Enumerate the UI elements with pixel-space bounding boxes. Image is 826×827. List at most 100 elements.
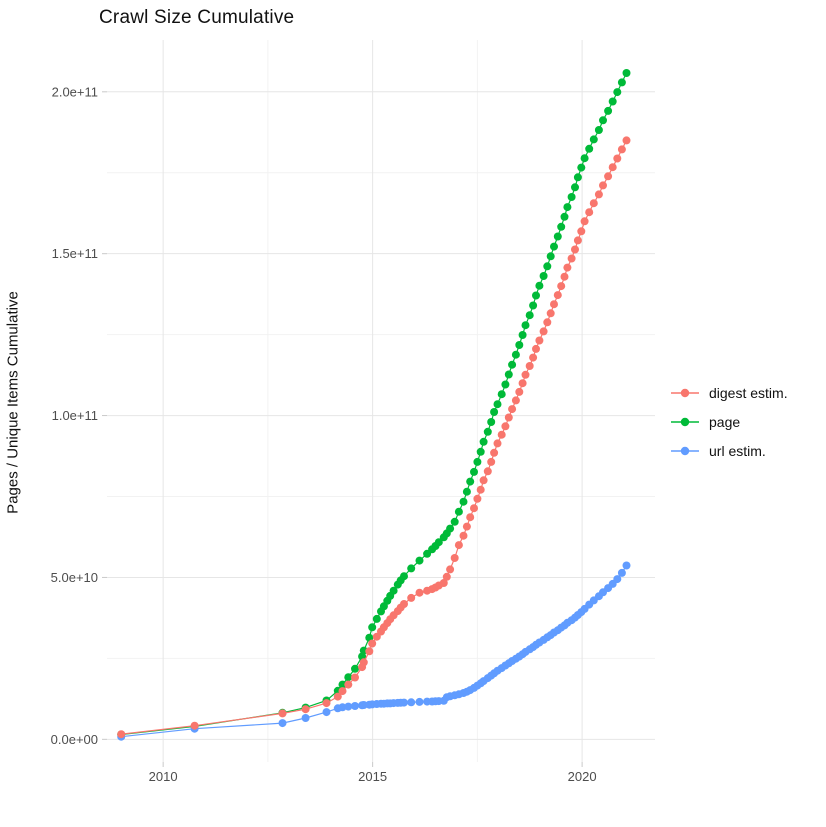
data-point-url-estim: [322, 708, 331, 717]
data-point-digest-estim: [563, 263, 572, 272]
data-point-digest-estim: [571, 245, 579, 254]
data-point-digest-estim: [351, 673, 359, 682]
data-point-page: [344, 673, 353, 682]
data-point-digest-estim: [560, 272, 569, 281]
data-point-page: [622, 69, 631, 77]
data-point-digest-estim: [599, 181, 607, 190]
data-point-digest-estim: [501, 422, 510, 431]
data-point-page: [532, 291, 540, 300]
x-tick-label: 2010: [149, 769, 178, 784]
data-point-page: [521, 321, 530, 330]
data-point-digest-estim: [470, 504, 478, 513]
data-point-page: [604, 106, 613, 115]
gridlines-minor: [107, 40, 655, 762]
data-point-page: [589, 135, 598, 144]
data-point-digest-estim: [483, 467, 492, 476]
data-point-page: [459, 497, 468, 506]
data-point-digest-estim: [557, 282, 566, 291]
data-point-page: [599, 116, 607, 125]
data-point-digest-estim: [368, 639, 377, 648]
legend-label-digest-estim: digest estim.: [709, 384, 788, 401]
data-point-digest-estim: [594, 190, 603, 199]
data-point-page: [450, 517, 459, 526]
data-point-page: [543, 262, 552, 271]
data-point-digest-estim: [532, 344, 540, 353]
y-axis-title: Pages / Unique Items Cumulative: [4, 291, 22, 514]
data-point-digest-estim: [462, 522, 471, 531]
data-point-page: [535, 281, 544, 290]
legend-item-digest-estim: digest estim.: [670, 378, 788, 407]
data-point-digest-estim: [539, 327, 548, 336]
data-point-digest-estim: [535, 336, 544, 345]
data-point-page: [613, 88, 622, 97]
data-point-digest-estim: [479, 476, 488, 485]
series-digest-estim: [117, 136, 631, 739]
data-point-url-estim: [400, 698, 408, 707]
legend-item-page: page: [670, 407, 788, 436]
data-point-url-estim: [407, 698, 416, 707]
series-line-url-estim: [121, 565, 628, 738]
data-point-digest-estim: [442, 572, 451, 581]
data-point-digest-estim: [518, 379, 527, 388]
data-point-digest-estim: [546, 309, 555, 318]
data-point-url-estim: [622, 561, 631, 570]
data-point-url-estim: [613, 575, 622, 584]
data-point-digest-estim: [529, 353, 538, 362]
data-point-url-estim: [351, 702, 359, 710]
data-point-page: [338, 680, 347, 689]
data-point-digest-estim: [473, 494, 482, 503]
data-point-page: [372, 614, 381, 623]
data-point-page: [407, 564, 416, 573]
data-point-digest-estim: [613, 154, 622, 163]
data-point-digest-estim: [567, 254, 576, 263]
data-point-url-estim: [617, 568, 626, 577]
data-point-digest-estim: [117, 730, 126, 739]
data-point-url-estim: [338, 703, 347, 712]
data-point-page: [454, 507, 463, 516]
data-point-page: [546, 252, 555, 261]
data-point-page: [525, 311, 534, 320]
data-point-digest-estim: [573, 236, 582, 245]
data-point-url-estim: [301, 714, 310, 722]
data-point-page: [351, 664, 359, 673]
legend-label-page: page: [709, 413, 741, 430]
data-point-digest-estim: [497, 430, 506, 439]
data-point-page: [446, 524, 455, 533]
data-point-page: [580, 154, 589, 163]
data-point-page: [518, 331, 527, 339]
data-point-page: [490, 408, 499, 416]
data-point-digest-estim: [466, 513, 475, 522]
data-point-page: [368, 623, 377, 632]
data-point-digest-estim: [278, 709, 287, 718]
x-tick-label: 2020: [568, 769, 597, 784]
data-point-page: [515, 341, 524, 349]
legend-item-url-estim: url estim.: [670, 436, 788, 465]
y-tick-label: 5.0e+10: [51, 570, 98, 585]
data-point-url-estim: [278, 719, 287, 728]
data-point-url-estim: [415, 697, 424, 706]
data-point-page: [479, 437, 488, 446]
data-point-digest-estim: [585, 208, 594, 217]
data-point-digest-estim: [301, 705, 310, 714]
data-point-digest-estim: [446, 565, 455, 574]
data-point-digest-estim: [400, 600, 408, 608]
data-point-digest-estim: [622, 136, 631, 145]
data-point-page: [493, 400, 502, 409]
data-point-digest-estim: [459, 531, 468, 540]
data-point-page: [567, 193, 576, 201]
legend-label-url-estim: url estim.: [709, 442, 766, 459]
data-point-digest-estim: [476, 485, 485, 494]
data-point-digest-estim: [580, 217, 589, 226]
data-point-page: [476, 447, 485, 456]
data-point-digest-estim: [515, 387, 524, 396]
data-point-digest-estim: [525, 362, 534, 370]
data-point-digest-estim: [521, 370, 530, 379]
data-point-page: [594, 126, 603, 134]
data-point-digest-estim: [415, 588, 424, 597]
data-point-page: [470, 467, 478, 476]
data-point-page: [466, 477, 475, 486]
data-point-digest-estim: [333, 692, 342, 701]
data-point-page: [608, 97, 617, 106]
data-point-digest-estim: [608, 163, 617, 172]
